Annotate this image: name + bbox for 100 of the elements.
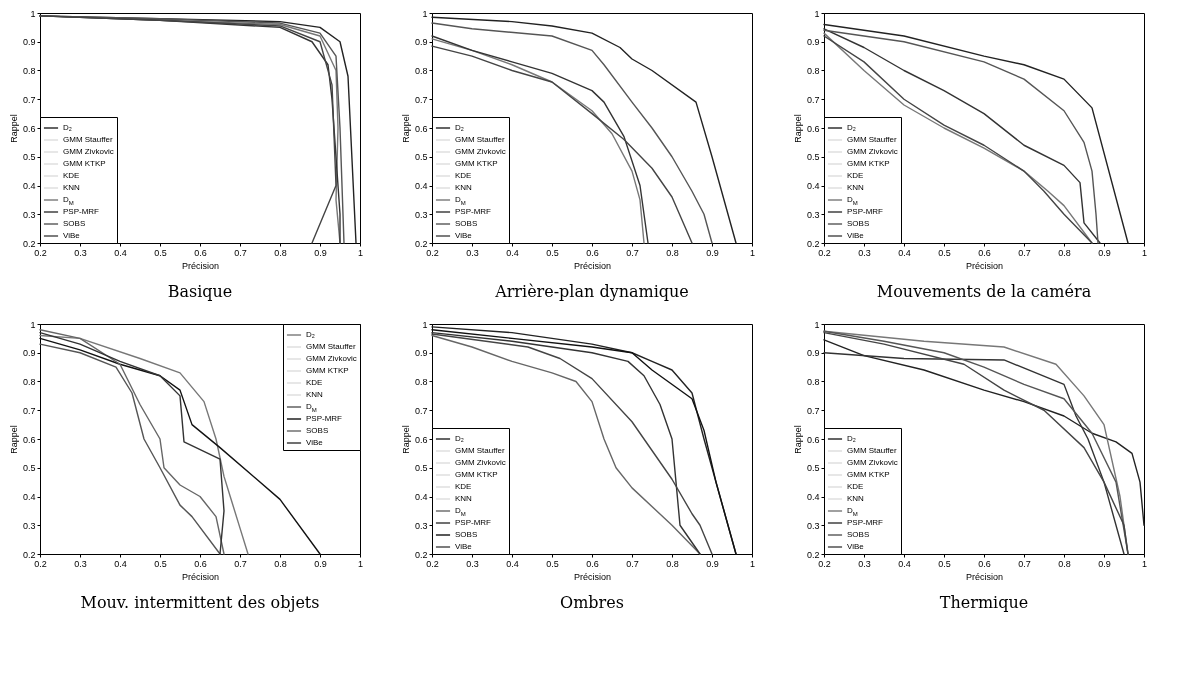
y-tick-label: 0.7 <box>806 405 820 416</box>
x-tick-label: 0.3 <box>858 247 871 258</box>
x-tick-label: 0.3 <box>466 247 479 258</box>
legend-label: GMM Stauffer <box>306 342 356 351</box>
legend-label: KNN <box>847 494 865 503</box>
x-tick-label: 0.8 <box>1058 558 1071 569</box>
x-tick-label: 0.8 <box>666 247 679 258</box>
y-tick-label: 0.4 <box>22 181 36 191</box>
legend-label: SOBS <box>63 219 86 228</box>
legend-label: ViBe <box>455 231 473 240</box>
x-tick-label: 0.4 <box>506 247 519 258</box>
x-tick-label: 0.8 <box>274 558 287 569</box>
x-tick-label: 0.9 <box>314 558 327 569</box>
text: Mouvements de la caméra <box>876 282 1092 301</box>
x-tick-label: 0.6 <box>586 247 599 258</box>
x-tick-label: 0.7 <box>1018 247 1031 258</box>
y-tick-label: 0.4 <box>414 181 428 191</box>
x-tick-label: 1 <box>1141 247 1148 258</box>
legend-label: GMM Stauffer <box>455 135 505 144</box>
y-tick-label: 0.5 <box>22 152 36 163</box>
y-tick-label: 0.3 <box>806 520 820 531</box>
y-axis-title: Rappel <box>400 114 411 143</box>
legend-label: GMM KTKP <box>455 159 498 168</box>
x-tick-label: 0.4 <box>898 558 911 569</box>
x-tick-label: 0.4 <box>898 247 911 258</box>
y-tick-label: 0.7 <box>414 405 428 416</box>
y-tick-label: 0.6 <box>806 123 820 134</box>
x-tick-label: 1 <box>1141 558 1148 569</box>
y-tick-label: 0.8 <box>414 377 428 387</box>
y-tick-label: 0.3 <box>22 209 36 220</box>
legend-label: D₂ <box>847 434 856 443</box>
y-tick-label: 1 <box>422 8 428 19</box>
x-tick-label: 0.7 <box>1018 558 1031 569</box>
y-tick-label: 0.5 <box>22 463 36 474</box>
legend-label: D₂ <box>847 123 856 132</box>
x-axis-title: Précision <box>573 571 612 582</box>
legend-label: KDE <box>63 171 80 180</box>
legend-label: GMM Stauffer <box>847 446 897 455</box>
legend-label: PSP-MRF <box>847 207 884 216</box>
x-axis-title: Précision <box>573 260 612 271</box>
y-tick-label: 0.3 <box>22 520 36 531</box>
y-tick-label: 0.2 <box>806 238 820 249</box>
y-tick-label: 1 <box>814 8 820 19</box>
y-tick-label: 0.7 <box>414 94 428 105</box>
y-tick-label: 0.4 <box>806 181 820 191</box>
x-tick-label: 0.3 <box>858 558 871 569</box>
y-tick-label: 0.7 <box>22 405 36 416</box>
x-tick-label: 1 <box>749 247 756 258</box>
legend-label: KNN <box>455 494 473 503</box>
y-tick-label: 0.9 <box>22 348 36 359</box>
legend-label: D₂ <box>306 330 315 339</box>
y-tick-label: 0.9 <box>22 37 36 48</box>
legend-label: D₂ <box>455 434 464 443</box>
y-tick-label: 0.5 <box>414 152 428 163</box>
x-tick-label: 0.3 <box>466 558 479 569</box>
legend-label: KDE <box>306 378 323 387</box>
y-tick-label: 1 <box>814 319 820 330</box>
legend-label: KDE <box>847 171 864 180</box>
legend-label: PSP-MRF <box>455 518 492 527</box>
y-tick-label: 0.9 <box>414 37 428 48</box>
x-tick-label: 0.8 <box>666 558 679 569</box>
legend-label: GMM KTKP <box>63 159 106 168</box>
legend-label: ViBe <box>306 438 324 447</box>
legend-label: GMM KTKP <box>455 470 498 479</box>
legend-label: ViBe <box>847 231 865 240</box>
x-tick-label: 0.7 <box>626 247 639 258</box>
x-tick-label: 0.4 <box>506 558 519 569</box>
legend-label: GMM KTKP <box>847 159 890 168</box>
x-tick-label: 1 <box>357 558 364 569</box>
x-tick-label: 0.6 <box>978 247 991 258</box>
legend-label: GMM KTKP <box>847 470 890 479</box>
legend-label: ViBe <box>455 542 473 551</box>
x-tick-label: 0.6 <box>978 558 991 569</box>
legend-label: D₂ <box>455 123 464 132</box>
x-tick-label: 0.9 <box>706 558 719 569</box>
x-tick-label: 0.9 <box>706 247 719 258</box>
legend-label: ViBe <box>63 231 81 240</box>
legend-label: D$_{M}$ <box>847 195 858 206</box>
y-tick-label: 1 <box>422 319 428 330</box>
x-tick-label: 0.5 <box>938 247 951 258</box>
y-tick-label: 0.2 <box>806 549 820 560</box>
y-tick-label: 0.4 <box>22 492 36 502</box>
y-tick-label: 0.3 <box>414 520 428 531</box>
y-tick-label: 1 <box>30 319 36 330</box>
x-tick-label: 0.3 <box>74 247 87 258</box>
legend-label: KDE <box>455 171 472 180</box>
y-axis-title: Rappel <box>8 425 19 454</box>
legend-label: D$_{M}$ <box>455 506 466 517</box>
x-tick-label: 0.6 <box>586 558 599 569</box>
y-tick-label: 0.5 <box>806 463 820 474</box>
legend-label: PSP-MRF <box>455 207 492 216</box>
y-tick-label: 0.2 <box>22 238 36 249</box>
legend-label: KDE <box>455 482 472 491</box>
y-axis-title: Rappel <box>8 114 19 143</box>
legend-label: SOBS <box>455 219 478 228</box>
text: Ombres <box>560 593 624 612</box>
x-tick-label: 0.7 <box>234 558 247 569</box>
legend-label: GMM Zivkovic <box>63 147 114 156</box>
x-tick-label: 0.4 <box>114 558 127 569</box>
legend-label: GMM Zivkovic <box>847 147 898 156</box>
